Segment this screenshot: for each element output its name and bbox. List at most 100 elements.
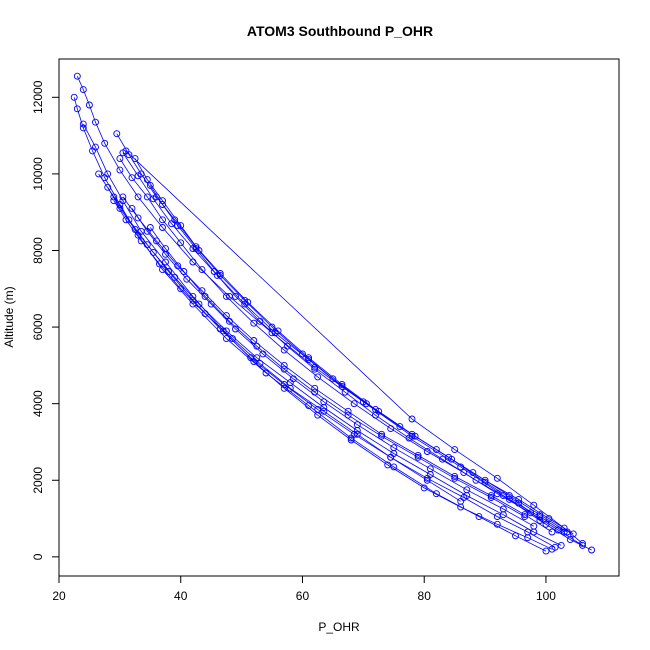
data-point [134,193,142,201]
data-point [493,490,501,498]
series-line [149,227,525,517]
data-point [183,275,191,283]
data-point [229,335,236,343]
data-point [414,453,422,461]
data-point [216,325,224,333]
data-point [256,317,264,325]
data-point [79,120,87,128]
series-line [73,97,547,552]
x-tick-label: 20 [52,589,66,603]
y-axis-label: Altitude (m) [2,286,16,347]
data-point [320,407,328,415]
data-point [439,455,446,463]
series-5 [116,155,586,549]
data-point [104,183,112,191]
data-point [110,197,118,205]
series-line [122,196,553,533]
data-point [232,325,239,333]
data-point [311,388,319,396]
data-point [378,432,386,440]
data-point [146,181,154,189]
data-point [159,224,166,231]
data-point [451,446,459,454]
data-point [536,513,544,521]
y-tick-label: 8000 [31,237,45,264]
series-line [149,185,565,533]
data-point [314,373,322,381]
data-point [85,101,93,109]
series-line [131,208,534,527]
data-point [253,342,261,350]
data-point [505,495,513,503]
x-tick-label: 60 [296,589,310,603]
data-point [162,245,169,253]
data-point [198,287,206,295]
data-point [311,384,319,392]
series-line [113,200,461,502]
data-point [469,469,477,477]
series-line [122,152,547,525]
data-point [493,520,501,528]
data-point [70,93,78,101]
data-point [73,105,81,113]
data-point [79,86,87,94]
data-point [137,237,145,245]
series-14 [122,147,586,547]
data-point [426,465,434,473]
data-point [420,484,428,492]
data-point [210,268,218,275]
data-point [451,474,459,482]
data-point [92,118,99,126]
data-layer [70,72,596,555]
data-point [579,541,586,549]
data-point [569,530,577,538]
data-point [344,411,352,419]
data-point [286,384,294,392]
chart-title: ATOM3 Southbound P_OHR [247,23,433,39]
data-point [311,365,319,373]
series-line [98,173,556,548]
data-point [134,172,142,180]
series-13 [146,181,568,536]
data-point [542,520,550,528]
data-point [560,524,568,532]
data-point [372,411,379,419]
data-point [143,176,151,184]
data-point [192,245,200,253]
data-point [225,317,233,325]
data-point [472,476,480,484]
data-point [353,430,361,438]
data-point [250,319,258,327]
y-tick-label: 10000 [31,157,45,191]
data-point [152,237,160,245]
data-point [457,497,465,505]
data-point [560,528,568,536]
data-point [177,239,185,247]
data-point [201,292,209,300]
data-point [180,268,188,275]
y-tick-label: 4000 [31,390,45,417]
data-point [280,361,288,369]
data-point [475,513,483,521]
data-point [448,455,456,463]
data-point [344,407,352,415]
data-point [134,214,142,222]
data-point [174,222,182,230]
x-tick-label: 40 [174,589,188,603]
data-point [113,130,121,138]
data-point [353,421,361,429]
data-point [73,72,81,80]
data-point [463,486,471,494]
series-line [125,150,583,544]
data-point [460,469,468,477]
data-point [432,490,440,498]
data-point [256,360,264,367]
data-point [168,220,176,228]
data-point [198,266,206,274]
data-point [104,170,112,178]
x-tick-label: 80 [418,589,432,603]
data-point [542,547,550,555]
data-point [146,224,154,231]
data-point [396,423,404,431]
